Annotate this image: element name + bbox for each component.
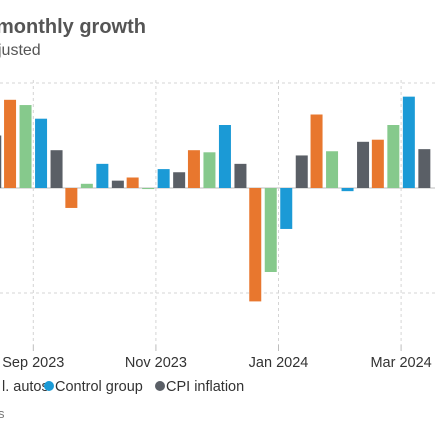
bar bbox=[341, 188, 354, 192]
bar bbox=[65, 188, 78, 208]
bar bbox=[173, 172, 186, 188]
bar bbox=[157, 169, 170, 188]
bar bbox=[96, 163, 109, 188]
bar bbox=[19, 105, 32, 188]
x-tick-label: Mar 2024 bbox=[370, 355, 431, 371]
x-tick-label: Sep 2023 bbox=[2, 355, 64, 371]
bar bbox=[371, 139, 384, 188]
bar bbox=[4, 99, 17, 188]
bar bbox=[249, 188, 262, 302]
legend-marker bbox=[44, 381, 54, 391]
bar bbox=[264, 188, 277, 272]
bar bbox=[0, 135, 2, 188]
bar bbox=[126, 177, 139, 188]
bar bbox=[142, 188, 155, 190]
legend-marker bbox=[155, 381, 165, 391]
bars bbox=[0, 96, 431, 302]
bar bbox=[218, 125, 231, 188]
bar bbox=[35, 118, 48, 188]
chart-title: monthly growth bbox=[0, 16, 146, 38]
bar bbox=[50, 150, 63, 188]
legend: l. autos Control group CPI inflation bbox=[2, 379, 244, 395]
bar bbox=[357, 141, 370, 188]
bar bbox=[203, 152, 216, 188]
legend-label: CPI inflation bbox=[166, 379, 244, 395]
bar bbox=[280, 188, 293, 229]
legend-label: Control group bbox=[55, 379, 143, 395]
bar bbox=[111, 180, 124, 188]
x-tick-label: Jan 2024 bbox=[249, 355, 309, 371]
bar bbox=[234, 163, 247, 188]
x-tick-label: Nov 2023 bbox=[125, 355, 187, 371]
legend-label: l. autos bbox=[2, 379, 49, 395]
bar bbox=[187, 150, 200, 188]
bar bbox=[326, 151, 339, 188]
bar bbox=[80, 183, 93, 188]
gridlines bbox=[0, 80, 435, 345]
bar bbox=[418, 149, 431, 188]
chart-subtitle: justed bbox=[0, 42, 41, 59]
bar bbox=[310, 114, 323, 188]
bar bbox=[387, 125, 400, 188]
bar bbox=[402, 96, 415, 188]
chart-footer: s bbox=[0, 406, 5, 421]
x-axis-ticks: Sep 2023 Nov 2023 Jan 2024 Mar 2024 bbox=[2, 345, 432, 371]
bar bbox=[295, 155, 308, 188]
